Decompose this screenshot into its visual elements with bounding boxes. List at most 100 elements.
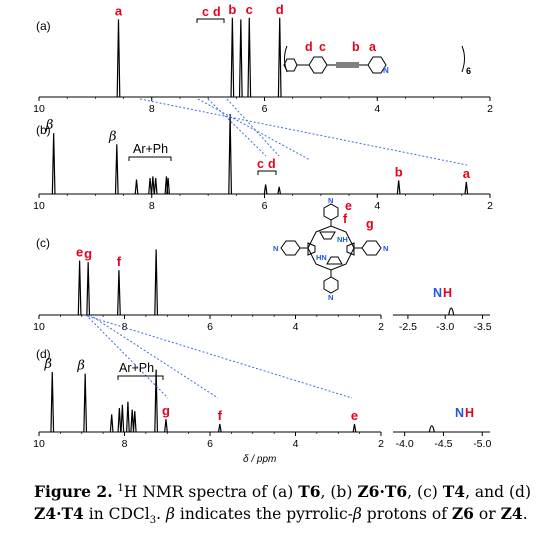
peak-1-4: [150, 176, 155, 195]
peak-3-10: [217, 423, 222, 433]
peak-1-9: [263, 184, 268, 195]
bracket-arph-d: [117, 375, 164, 380]
peak-1-2: [134, 179, 139, 195]
caption-fig: Figure 2.: [34, 482, 113, 502]
peak-2-2: [117, 270, 121, 316]
panel-label-a: (a): [36, 19, 51, 33]
peak-3-6: [130, 409, 135, 433]
tick-label-2-4: 2: [378, 321, 384, 333]
caption-sup1: 1: [117, 483, 124, 494]
tick-label-0-1: 8: [149, 103, 155, 115]
bracket-cd-b: [257, 170, 277, 175]
peak-label-3-9: g: [162, 403, 170, 418]
peak-label-1-0: β: [45, 118, 54, 133]
peak-0-3: [247, 17, 252, 98]
tick-label-1-2: 6: [262, 200, 268, 212]
peak-1-5: [153, 177, 158, 195]
peak-label-3-11: e: [351, 408, 358, 423]
peak-label-0-1: b: [228, 2, 236, 17]
peak-label-0-0: a: [115, 3, 123, 18]
inset-tick-label-3-0: -4.0: [396, 438, 414, 450]
peak-3-8: [154, 369, 159, 433]
inset-tick-label-2-0: -2.5: [399, 321, 417, 333]
caption-t5: , and (d): [465, 483, 532, 502]
tick-label-3-0: 10: [33, 438, 45, 450]
tick-label-2-0: 10: [33, 321, 45, 333]
pyridyl-bottom: [323, 276, 339, 294]
peak-0-2: [238, 19, 243, 98]
peak-3-11: [352, 423, 357, 433]
porph-label-f: f: [343, 212, 348, 226]
panel-label-d: (d): [36, 347, 51, 361]
correlation-lines-ab: [139, 98, 468, 166]
porph-n-top: N: [328, 196, 333, 205]
peak-2-1: [86, 262, 91, 316]
corr-line-c: [207, 98, 267, 157]
bracket-cd-top: [196, 18, 225, 23]
t6-label-c: c: [319, 40, 326, 54]
corr-line-g: [85, 314, 169, 399]
peak-1-7: [166, 177, 170, 195]
peak-1-12: [464, 181, 469, 195]
peak-2-3: [154, 249, 159, 316]
tick-label-0-3: 4: [374, 103, 380, 115]
pyrrole-ring-1: [319, 231, 336, 240]
t6-phenyl-ring-2: [308, 56, 328, 74]
caption-b2: Z6·T6: [357, 482, 408, 502]
porph-n-right: N: [383, 244, 388, 253]
nh-label-d-n: N: [455, 406, 464, 420]
caption-t3: , (b): [320, 483, 358, 502]
brackets: [117, 18, 277, 380]
peak-label-2-1: g: [84, 246, 92, 261]
t6-pyridine-n: N: [383, 66, 389, 75]
peak-1-3: [148, 177, 152, 195]
peak-3-0: [50, 371, 55, 433]
caption-b1: T6: [298, 482, 321, 502]
inset-peak-2-0: [448, 307, 455, 316]
cd-header-c: c: [202, 5, 209, 19]
caption-sub1: 3: [149, 515, 157, 527]
spectra-layer: [39, 17, 490, 433]
tick-label-3-4: 2: [378, 438, 384, 450]
peak-label-3-1: β: [76, 359, 85, 374]
porphyrin-structure: [280, 203, 382, 294]
inset-peak-3-0: [428, 425, 435, 433]
caption-t2: H NMR spectra of (a): [123, 483, 299, 502]
pyridyl-top: [323, 203, 339, 221]
tick-label-2-1: 8: [122, 321, 128, 333]
tick-label-0-2: 6: [262, 103, 268, 115]
peak-label-0-3: c: [246, 2, 253, 17]
porph-nh-top: NH: [337, 235, 348, 244]
tick-label-2-3: 4: [293, 321, 299, 333]
peak-3-4: [120, 404, 125, 433]
x-axis-label: δ / ppm: [243, 454, 276, 465]
panel-label-c: (c): [36, 236, 50, 250]
nh-label-c-h: H: [443, 286, 452, 300]
pyrrole-ring-3: [307, 242, 316, 256]
corr-line-d: [226, 98, 280, 157]
figure-caption: Figure 2. 1H NMR spectra of (a) T6, (b) …: [34, 478, 539, 531]
porph-label-e: e: [345, 199, 352, 213]
peak-0-1: [230, 17, 235, 98]
peak-1-10: [277, 186, 282, 195]
tick-label-2-2: 6: [207, 321, 213, 333]
tick-label-3-3: 4: [293, 438, 299, 450]
porph-hn-bottom: HN: [316, 253, 327, 262]
nh-label-c-n: N: [433, 286, 442, 300]
peak-label-3-10: f: [218, 408, 223, 423]
porph-label-g: g: [366, 217, 374, 231]
peak-label-0-4: d: [276, 2, 284, 17]
corr-line-f: [89, 314, 219, 399]
corr-line-b: [197, 98, 311, 161]
inset-tick-label-2-1: -3.0: [436, 321, 454, 333]
peak-label-1-1: β: [108, 129, 117, 144]
peak-0-4: [277, 17, 282, 98]
inset-tick-label-3-2: -5.0: [473, 438, 491, 450]
t6-subscript: 6: [466, 66, 471, 76]
t6-label-b: b: [352, 40, 360, 54]
inset-tick-label-2-2: -3.5: [473, 321, 491, 333]
peak-1-8: [228, 113, 233, 195]
peak-1-11: [396, 180, 401, 195]
peak-label-1-11: b: [395, 164, 403, 179]
axes-layer: 10 8 6 4 2 10 8 6 4 2 10 8 6 4 2 -2.5 -3.0 -3.5 10 8 6 4 2 -4.0…: [33, 97, 493, 450]
